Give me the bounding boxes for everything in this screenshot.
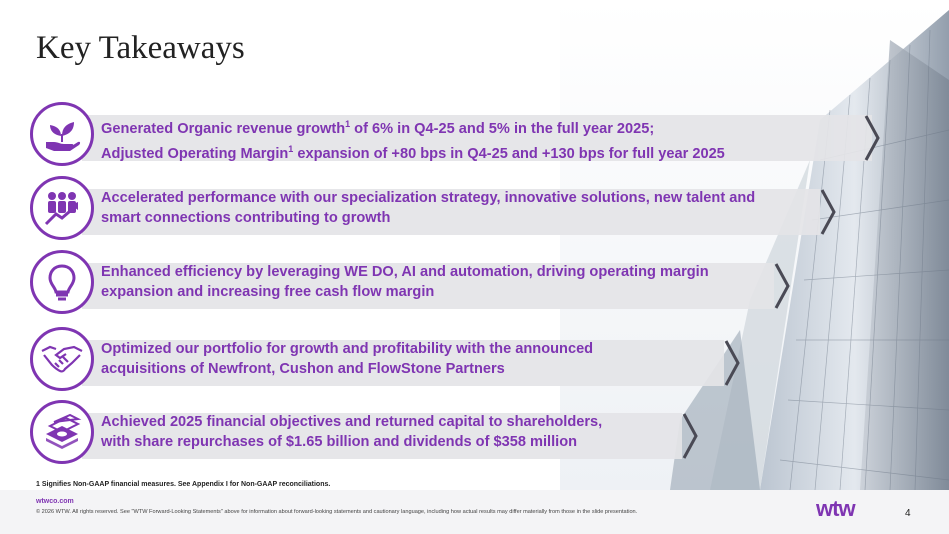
- takeaway-icon-circle: [30, 250, 94, 314]
- takeaway-icon-circle: [30, 327, 94, 391]
- takeaway-text: Generated Organic revenue growth1 of 6% …: [101, 119, 725, 162]
- takeaway-row: Accelerated performance with our special…: [30, 176, 840, 250]
- footer: [0, 490, 949, 534]
- takeaway-icon-circle: [30, 102, 94, 166]
- chevron-right-icon: [774, 263, 790, 309]
- logo-text: wtw: [816, 499, 856, 519]
- building-background-image: [560, 0, 949, 490]
- takeaway-icon-circle: [30, 176, 94, 240]
- takeaway-row: Generated Organic revenue growth1 of 6% …: [30, 102, 882, 176]
- chevron-right-icon: [724, 340, 740, 386]
- chevron-right-icon: [682, 413, 698, 459]
- chevron-right-icon: [820, 189, 836, 235]
- wtw-logo: wtw: [816, 499, 857, 519]
- handshake-icon: [41, 345, 83, 373]
- takeaway-row: Achieved 2025 financial objectives and r…: [30, 400, 700, 474]
- money-stack-icon: [46, 413, 82, 449]
- footer-url-link[interactable]: wtwco.com: [36, 498, 74, 505]
- takeaway-text: Optimized our portfolio for growth and p…: [101, 341, 594, 377]
- takeaway-bar: [82, 115, 872, 161]
- takeaway-bar: [82, 263, 774, 309]
- takeaway-text: Accelerated performance with our special…: [101, 190, 756, 226]
- footer-copyright: © 2026 WTW. All rights reserved. See "WT…: [36, 509, 638, 515]
- takeaway-bar: [82, 189, 820, 235]
- slide-title: Key Takeaways: [36, 30, 245, 66]
- footnote: 1 Signifies Non-GAAP financial measures.…: [36, 481, 331, 488]
- takeaway-text: Enhanced efficiency by leveraging WE DO,…: [101, 264, 709, 300]
- chevron-right-icon: [864, 115, 880, 161]
- people-growth-icon: [44, 192, 78, 226]
- takeaway-text: Achieved 2025 financial objectives and r…: [101, 414, 603, 450]
- takeaway-bar: [82, 340, 724, 386]
- takeaway-row: Optimized our portfolio for growth and p…: [30, 327, 742, 401]
- page-number: 4: [905, 508, 911, 519]
- takeaway-bar: [82, 413, 682, 459]
- plant-in-hand-icon: [46, 122, 81, 151]
- takeaway-row: Enhanced efficiency by leveraging WE DO,…: [30, 250, 790, 324]
- takeaway-icon-circle: [30, 400, 94, 464]
- lightbulb-icon: [48, 264, 76, 301]
